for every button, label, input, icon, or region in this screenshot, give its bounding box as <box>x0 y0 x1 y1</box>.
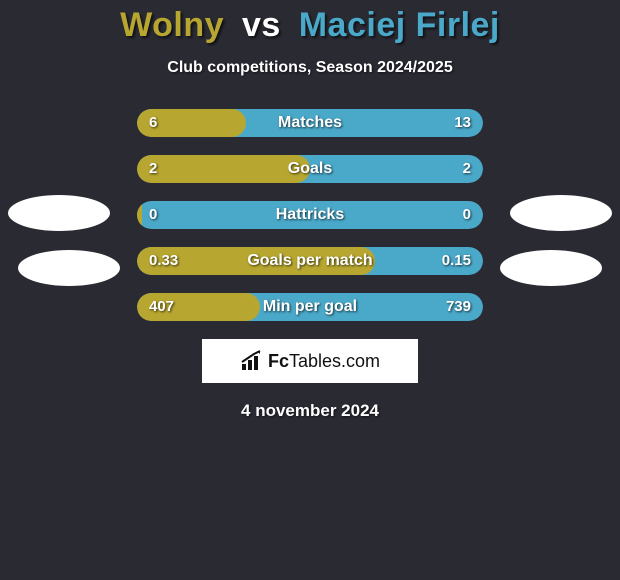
player1-name: Wolny <box>120 6 224 44</box>
stat-label: Hattricks <box>137 201 483 229</box>
player2-name: Maciej Firlej <box>299 6 500 44</box>
stat-label: Matches <box>137 109 483 137</box>
snapshot-date: 4 november 2024 <box>0 401 620 421</box>
player2-avatar-placeholder <box>510 195 612 231</box>
brand-text: FcTables.com <box>268 351 380 372</box>
stat-label: Goals <box>137 155 483 183</box>
player2-club-placeholder <box>500 250 602 286</box>
stat-bar: 613Matches <box>137 109 483 137</box>
comparison-bars: 613Matches 22Goals 00Hattricks 0.330.15Goal… <box>137 109 483 321</box>
brand-prefix: Fc <box>268 351 289 371</box>
stat-label: Goals per match <box>137 247 483 275</box>
stat-bar: 22Goals <box>137 155 483 183</box>
comparison-title: Wolny vs Maciej Firlej <box>0 0 620 45</box>
stat-bar: 407739Min per goal <box>137 293 483 321</box>
brand-chart-icon <box>240 350 264 372</box>
stat-bar: 0.330.15Goals per match <box>137 247 483 275</box>
stat-label: Min per goal <box>137 293 483 321</box>
brand-suffix: Tables.com <box>289 351 380 371</box>
subtitle: Club competitions, Season 2024/2025 <box>0 59 620 77</box>
brand-box: FcTables.com <box>202 339 418 383</box>
player1-avatar-placeholder <box>8 195 110 231</box>
player1-club-placeholder <box>18 250 120 286</box>
stat-bar: 00Hattricks <box>137 201 483 229</box>
vs-label: vs <box>242 6 281 44</box>
